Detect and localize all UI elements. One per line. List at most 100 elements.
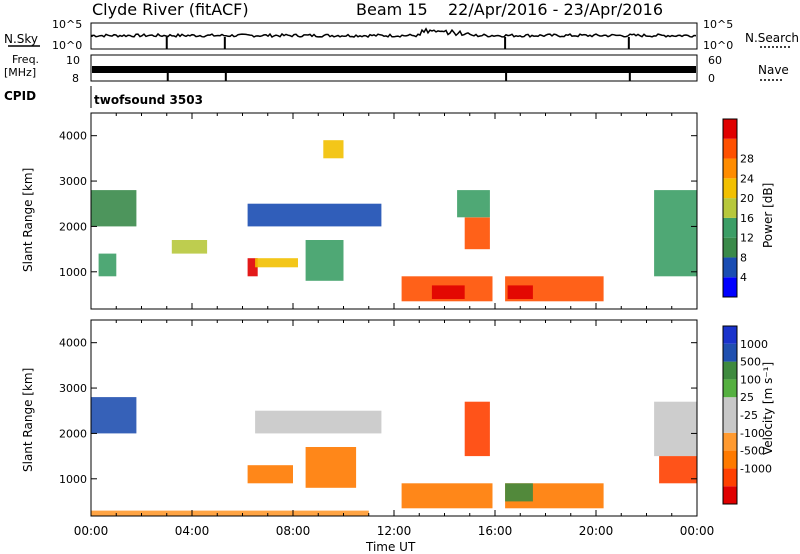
- nave-label: Nave: [758, 63, 789, 77]
- time-tick-label: 08:00: [276, 524, 311, 538]
- velocity-ylabel: Slant Range [km]: [21, 368, 35, 472]
- colorbar-segment: [723, 237, 737, 258]
- y-tick-label: 4000: [59, 337, 87, 350]
- velocity-cells: [91, 397, 697, 516]
- echo-region: [247, 258, 258, 277]
- nave-tick-bottom: 0: [708, 72, 715, 85]
- nsky-tick-top: 10^5: [52, 18, 82, 31]
- echo-region: [305, 240, 344, 281]
- colorbar-segment: [723, 257, 737, 278]
- colorbar-tick-label: 16: [740, 212, 754, 225]
- nave-tick-top: 60: [708, 54, 722, 67]
- colorbar-segment: [723, 277, 737, 297]
- cpid-value: twofsound 3503: [94, 93, 203, 107]
- velocity-colorbar: 1000 500 100 25 -25 -100 -500 -1000: [722, 325, 772, 505]
- velocity-plot-area: [91, 320, 697, 516]
- freq-gaps: [166, 72, 631, 81]
- colorbar-tick-label: 1000: [740, 338, 768, 351]
- echo-region: [507, 285, 533, 299]
- colorbar-tick-label: 20: [740, 192, 754, 205]
- time-tick-label: 00:00: [74, 524, 109, 538]
- freq-gap-marker: [505, 72, 508, 81]
- colorbar-segment: [723, 198, 737, 218]
- nsearch-label: N.Search: [745, 31, 799, 45]
- freq-unit: [MHz]: [4, 66, 36, 79]
- time-tick-label: 00:00: [680, 524, 715, 538]
- echo-region: [247, 203, 382, 227]
- colorbar-segment: [723, 326, 737, 344]
- colorbar-tick-label: 4: [740, 271, 747, 284]
- time-tick-label: 12:00: [377, 524, 412, 538]
- colorbar-segment: [723, 450, 737, 469]
- colorbar-tick-label: 28: [740, 153, 754, 166]
- freq-tick-bottom: 8: [72, 72, 79, 85]
- echo-region: [457, 190, 490, 218]
- colorbar-segment: [723, 158, 737, 179]
- power-y-ticks: 1000 2000 3000 4000: [59, 130, 697, 279]
- nsky-trace: [91, 27, 697, 38]
- colorbar-tick-label: 24: [740, 172, 754, 185]
- colorbar-tick-label: 100: [740, 373, 761, 386]
- xaxis-title: Time UT: [365, 540, 416, 554]
- echo-region: [464, 401, 490, 457]
- colorbar-segment: [723, 468, 737, 487]
- freq-gap-marker: [628, 72, 631, 81]
- colorbar-segment: [723, 343, 737, 362]
- echo-region: [659, 456, 697, 484]
- velocity-panel: 1000 2000 3000 4000 Slant Range [km] 1000 50…: [21, 319, 775, 517]
- colorbar-tick-label: -1000: [740, 462, 772, 475]
- freq-gap-marker: [166, 72, 169, 81]
- echo-region: [171, 240, 208, 254]
- echo-region: [464, 217, 490, 250]
- cpid-label: CPID: [4, 89, 36, 103]
- echo-region: [91, 190, 137, 227]
- echo-region: [98, 253, 117, 277]
- y-tick-label: 1000: [59, 266, 87, 279]
- date-range: 22/Apr/2016 - 23/Apr/2016: [448, 0, 663, 19]
- velocity-x-ticks: [90, 320, 698, 516]
- cpid-strip: CPID twofsound 3503: [4, 86, 203, 108]
- time-tick-label: 20:00: [579, 524, 614, 538]
- time-tick-label: 04:00: [175, 524, 210, 538]
- echo-region: [91, 510, 369, 516]
- echo-region: [431, 285, 465, 299]
- colorbar-tick-label: -25: [740, 409, 758, 422]
- colorbar-segment: [723, 119, 737, 139]
- colorbar-tick-label: 25: [740, 391, 754, 404]
- echo-region: [91, 397, 137, 434]
- colorbar-segment: [723, 397, 737, 415]
- colorbar-segment: [723, 415, 737, 433]
- echo-region: [654, 401, 697, 457]
- colorbar-segment: [723, 178, 737, 199]
- power-panel: 1000 2000 3000 4000 Slant Range [km] 4 8 12 16…: [21, 112, 775, 310]
- nsky-label: N.Sky: [4, 32, 38, 46]
- colorbar-tick-label: 12: [740, 232, 754, 245]
- echo-region: [255, 410, 382, 434]
- nsearch-tick-bottom: 10^0: [703, 39, 733, 52]
- echo-region: [505, 483, 533, 502]
- echo-region: [323, 140, 344, 159]
- nsky-strip: N.Sky 10^5 10^0 10^5 10^0 N.Search: [4, 18, 799, 52]
- y-tick-label: 1000: [59, 473, 87, 486]
- nsky-tick-bottom: 10^0: [52, 39, 82, 52]
- y-tick-label: 2000: [59, 427, 87, 440]
- velocity-colorbar-label: Velocity [m s⁻¹]: [761, 362, 775, 455]
- echo-region: [255, 258, 298, 268]
- freq-tick-top: 10: [66, 54, 80, 67]
- freq-strip: Freq. [MHz] 10 8 60 0 Nave: [4, 53, 789, 85]
- power-x-ticks: [90, 113, 698, 309]
- colorbar-segment: [723, 217, 737, 238]
- power-colorbar-label: Power [dB]: [761, 183, 775, 248]
- beam-label: Beam 15: [356, 0, 428, 19]
- power-colorbar: 4 8 12 16 20 24 28: [722, 118, 754, 298]
- colorbar-segment: [723, 432, 737, 451]
- time-axis-labels: 00:00 04:00 08:00 12:00 16:00 20:00 00:00: [74, 524, 715, 538]
- velocity-y-ticks: 1000 2000 3000 4000: [59, 337, 697, 486]
- colorbar-segment: [723, 138, 737, 159]
- colorbar-segment: [723, 486, 737, 504]
- echo-region: [305, 447, 357, 488]
- y-tick-label: 3000: [59, 175, 87, 188]
- time-tick-label: 16:00: [478, 524, 513, 538]
- colorbar-tick-label: -100: [740, 427, 765, 440]
